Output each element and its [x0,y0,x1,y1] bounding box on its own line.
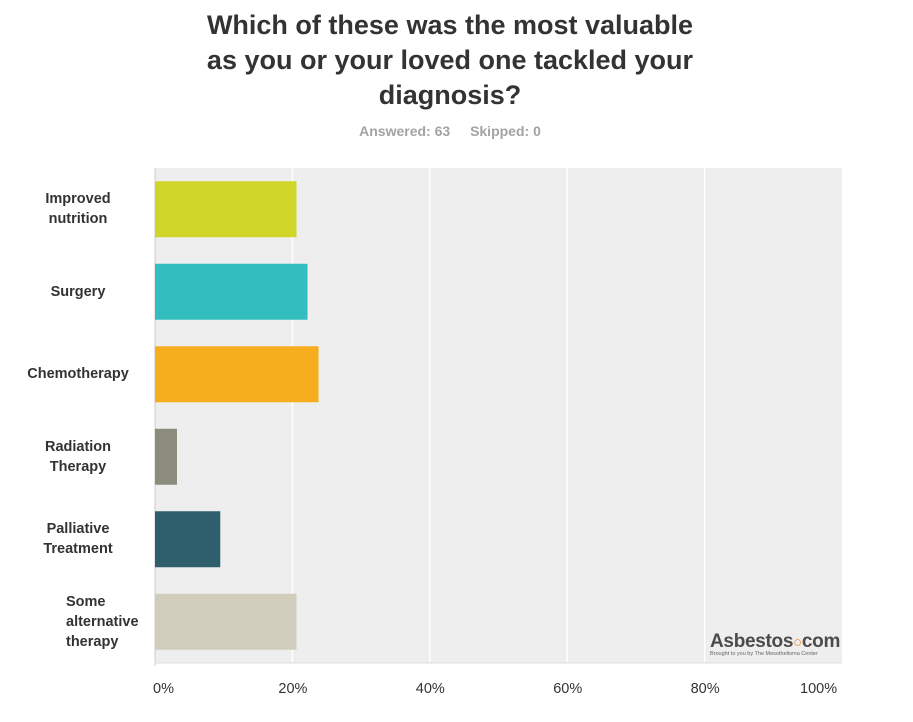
category-label-line: Treatment [43,541,113,558]
category-label-line: Radiation [44,438,112,455]
category-label: Radiation Therapy [8,437,148,477]
title-line-1: Which of these was the most valuable [206,10,694,40]
category-label: Improved nutrition [8,189,148,229]
title-line-2: as you or your loved one tackled your [206,45,694,75]
bar-2 [155,346,319,403]
plot-area [155,168,842,663]
x-tick-label: 20% [278,681,308,697]
category-label-line: Therapy [49,458,107,475]
title-line-3: diagnosis? [378,80,522,110]
bar-5 [155,593,297,650]
category-label-line: Surgery [50,283,106,300]
logo-tagline: Brought to you by The Mesothelioma Cente… [710,651,818,657]
x-tick-label: 40% [415,681,445,697]
category-label-line: Some [66,593,106,610]
category-label-line: Improved [45,191,111,208]
logo-wordmark: Asbestos○com [710,631,841,652]
x-tick-label: 60% [553,681,583,697]
x-tick-label: 100% [800,681,838,697]
x-tick-label: 0% [153,681,174,697]
category-label-line: therapy [66,633,119,650]
x-tick-label: 80% [690,681,720,697]
bar-0 [155,181,297,238]
category-label: Chemotherapy [8,364,148,384]
bar-3 [155,428,177,485]
skipped-count: Skipped: 0 [470,123,541,139]
chart-title: Which of these was the most valuable as … [150,8,750,113]
response-stats: Answered: 63 Skipped: 0 [300,123,600,139]
answered-count: Answered: 63 [359,123,451,139]
category-label-line: nutrition [48,211,108,228]
bar-1 [155,263,308,320]
category-label-line: alternative [66,613,139,630]
category-label: Some alternative therapy [66,592,154,652]
category-label-line: Palliative [46,521,110,538]
category-label-line: Chemotherapy [27,366,129,383]
category-label: Palliative Treatment [8,519,148,559]
asbestos-logo: Asbestos○com Brought to you by The Mesot… [710,631,841,657]
bar-4 [155,511,221,568]
category-label: Surgery [8,282,148,302]
